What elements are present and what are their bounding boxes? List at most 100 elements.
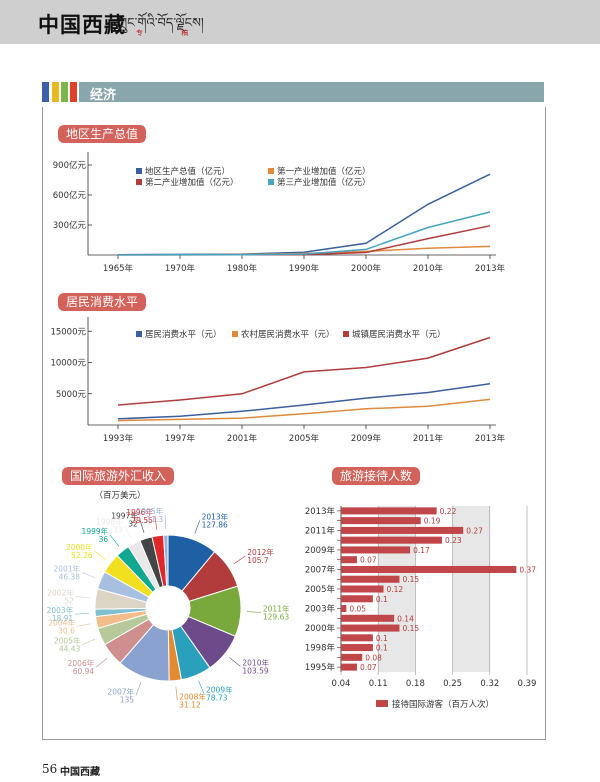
x-tick-label: 2011年 bbox=[413, 433, 444, 444]
pie-label-value: 52 bbox=[64, 596, 74, 605]
bar-category-label: 2009年 bbox=[305, 545, 336, 556]
x-tick-label: 1965年 bbox=[103, 263, 134, 274]
page-number: 56 bbox=[42, 762, 58, 776]
pie-label-year: 2000年 bbox=[66, 542, 93, 552]
bar-category-label: 1995年 bbox=[305, 662, 336, 673]
bar bbox=[341, 595, 373, 603]
section-square-2 bbox=[52, 82, 59, 102]
pie-label-year: 1995年 bbox=[137, 506, 164, 516]
pie-label-year: 2013年 bbox=[202, 512, 229, 522]
legend-swatch bbox=[343, 331, 349, 337]
legend-swatch bbox=[268, 179, 274, 185]
bar-value-label: 0.23 bbox=[445, 536, 462, 545]
series-line bbox=[117, 398, 491, 422]
pie-label-year: 2009年 bbox=[206, 685, 233, 695]
bar-category-label: 2000年 bbox=[305, 623, 336, 634]
pie-label-value: 46.38 bbox=[59, 572, 81, 581]
series-line bbox=[117, 211, 491, 256]
pie-leader-line bbox=[82, 638, 96, 645]
pie-leader-line bbox=[75, 612, 90, 615]
bar bbox=[341, 585, 384, 593]
pie-label-value: 30.6 bbox=[58, 627, 75, 636]
section-square-4 bbox=[70, 82, 77, 102]
pie-label-value: 32 bbox=[128, 519, 138, 528]
pie-label-value: 127.86 bbox=[202, 521, 228, 530]
pie-label-value: 135 bbox=[120, 695, 135, 704]
pie-label-value: 31.12 bbox=[179, 701, 201, 710]
consumption-chart-title: 居民消费水平 bbox=[58, 293, 147, 311]
bar bbox=[341, 536, 442, 544]
bar-x-tick-label: 0.18 bbox=[406, 679, 425, 689]
legend-label: 第三产业增加值（亿元） bbox=[277, 177, 371, 188]
pie-label-year: 2012年 bbox=[247, 547, 274, 557]
x-tick-label: 1997年 bbox=[165, 433, 196, 444]
x-tick-label: 2001年 bbox=[227, 433, 258, 444]
x-tick-label: 2013年 bbox=[475, 433, 506, 444]
tourist-count-chart-title: 旅游接待人数 bbox=[332, 467, 421, 485]
pie-label-value: 103.59 bbox=[242, 666, 268, 675]
pie-label-year: 1996年 bbox=[126, 507, 153, 517]
bar-category-label: 2003年 bbox=[305, 604, 336, 615]
series-line bbox=[118, 225, 491, 256]
bar bbox=[341, 663, 357, 671]
legend-label: 第一产业增加值（亿元） bbox=[277, 166, 371, 177]
x-tick-label: 2009年 bbox=[351, 433, 382, 444]
bar-value-label: 0.17 bbox=[413, 546, 430, 555]
bar-legend-swatch bbox=[376, 700, 388, 707]
footer-magazine-name: 中国西藏 bbox=[60, 767, 100, 778]
x-tick-label: 2005年 bbox=[289, 433, 320, 444]
bar-category-label: 2007年 bbox=[305, 564, 336, 575]
pie-leader-line bbox=[246, 611, 261, 613]
pie-leader-line bbox=[198, 680, 205, 694]
pie-leader-line bbox=[139, 519, 145, 533]
pie-label-year: 2005年 bbox=[54, 636, 81, 646]
bar-value-label: 0.27 bbox=[466, 526, 483, 535]
section-square-1 bbox=[42, 82, 49, 102]
y-tick-label: 5000元 bbox=[56, 390, 87, 400]
pie-label-value: 78.73 bbox=[206, 694, 228, 703]
bar bbox=[341, 653, 363, 661]
pie-label-year: 2008年 bbox=[179, 692, 206, 702]
pie-leader-line bbox=[94, 550, 106, 560]
pie-label-value: 18.91 bbox=[52, 614, 74, 623]
magazine-header-bar: 中国西藏 ཀྲུང་གོའི་བོད་ལྗོངས། 专 稿 bbox=[0, 0, 600, 44]
pie-slice bbox=[163, 534, 169, 587]
x-tick-label: 2010年 bbox=[413, 263, 444, 274]
bar bbox=[341, 634, 373, 642]
legend-swatch bbox=[232, 331, 238, 337]
pie-label-year: 1997年 bbox=[111, 510, 138, 520]
bar-value-label: 0.08 bbox=[365, 653, 382, 662]
bar-x-tick-label: 0.04 bbox=[332, 679, 351, 689]
pie-label-year: 2010年 bbox=[242, 657, 269, 667]
y-tick-label: 600亿元 bbox=[53, 190, 87, 201]
bar bbox=[341, 517, 421, 525]
pie-label-value: 129.63 bbox=[263, 612, 289, 621]
pie-label-value: 60.94 bbox=[73, 667, 95, 676]
pie-leader-line bbox=[124, 525, 132, 539]
x-tick-label: 1980年 bbox=[227, 263, 258, 274]
y-tick-label: 10000元 bbox=[50, 359, 86, 369]
bar-category-label: 2011年 bbox=[305, 525, 336, 536]
pie-leader-line bbox=[81, 572, 96, 579]
bar bbox=[341, 565, 517, 573]
pie-leader-line bbox=[96, 658, 108, 668]
bar-value-label: 0.1 bbox=[376, 595, 388, 604]
bar-value-label: 0.22 bbox=[440, 507, 457, 516]
bar-value-label: 0.19 bbox=[424, 517, 441, 526]
content-panel bbox=[42, 107, 546, 740]
y-tick-label: 15000元 bbox=[50, 327, 86, 337]
legend-swatch bbox=[136, 331, 142, 337]
bar-x-tick-label: 0.11 bbox=[369, 679, 388, 689]
x-tick-label: 1990年 bbox=[289, 263, 320, 274]
section-square-3 bbox=[61, 82, 68, 102]
pie-leader-line bbox=[76, 623, 91, 627]
y-tick-label: 300亿元 bbox=[53, 220, 87, 231]
legend-label: 第二产业增加值（亿元） bbox=[145, 177, 239, 188]
x-tick-label: 2000年 bbox=[351, 263, 382, 274]
legend-swatch bbox=[268, 168, 274, 174]
pie-label-value: 52.26 bbox=[71, 551, 93, 560]
bar-legend-label: 接待国际游客（百万人次） bbox=[392, 699, 494, 710]
pie-label-value: 105.7 bbox=[247, 556, 269, 565]
magazine-title: 中国西藏 bbox=[38, 12, 126, 37]
pie-leader-line bbox=[154, 515, 158, 530]
